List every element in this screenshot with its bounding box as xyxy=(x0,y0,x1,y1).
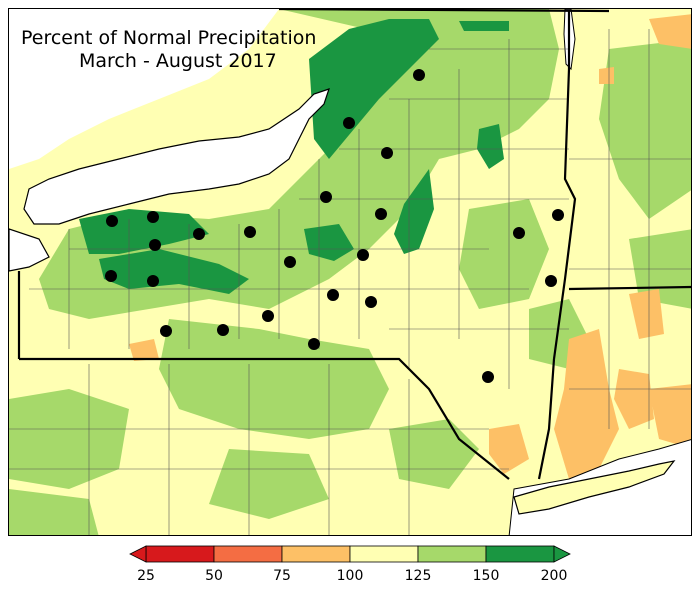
state-borders xyxy=(17,9,691,480)
station-dot xyxy=(105,270,117,282)
station-dot xyxy=(381,147,393,159)
legend-arrow-low xyxy=(129,545,147,563)
legend-tick-label: 100 xyxy=(337,568,364,584)
station-dot xyxy=(413,69,425,81)
zone-150-200 xyxy=(79,19,509,294)
station-dot xyxy=(320,191,332,203)
station-dot xyxy=(513,227,525,239)
legend-bin xyxy=(349,545,419,563)
zone-75-100 xyxy=(129,14,691,494)
station-dot xyxy=(262,310,274,322)
legend-tick-label: 200 xyxy=(541,568,568,584)
map-subtitle: March - August 2017 xyxy=(79,50,277,72)
station-dot xyxy=(482,371,494,383)
legend-bin xyxy=(213,545,283,563)
map-canvas xyxy=(9,9,691,535)
station-dot xyxy=(375,208,387,220)
legend-tick-label: 50 xyxy=(205,568,223,584)
station-dot xyxy=(343,117,355,129)
station-dot xyxy=(545,275,557,287)
color-legend: 25 50 75 100 125 150 200 xyxy=(129,545,571,584)
canada-region xyxy=(9,9,279,169)
legend-bin xyxy=(485,545,555,563)
legend-bin xyxy=(281,545,351,563)
legend-tick-label: 75 xyxy=(273,568,291,584)
station-dot xyxy=(193,228,205,240)
station-dots xyxy=(105,69,564,383)
legend-bins xyxy=(129,545,571,563)
legend-tick-labels: 25 50 75 100 125 150 200 xyxy=(137,568,567,584)
precipitation-map: Percent of Normal Precipitation March - … xyxy=(8,8,692,536)
legend-bin xyxy=(417,545,487,563)
legend-bin xyxy=(145,545,215,563)
county-lines xyxy=(9,29,691,535)
lake-ontario xyxy=(23,88,330,225)
station-dot xyxy=(147,275,159,287)
legend-arrow-high xyxy=(553,545,571,563)
station-dot xyxy=(244,226,256,238)
legend-tick-label: 125 xyxy=(405,568,432,584)
station-dot xyxy=(149,239,161,251)
map-title: Percent of Normal Precipitation xyxy=(21,27,317,49)
legend-tick-label: 150 xyxy=(473,568,500,584)
station-dot xyxy=(217,324,229,336)
station-dot xyxy=(106,215,118,227)
station-dot xyxy=(357,249,369,261)
station-dot xyxy=(365,296,377,308)
legend-tick-label: 25 xyxy=(137,568,155,584)
station-dot xyxy=(327,289,339,301)
lake-erie xyxy=(9,228,50,272)
station-dot xyxy=(160,325,172,337)
long-island xyxy=(513,460,676,515)
station-dot xyxy=(308,338,320,350)
station-dot xyxy=(147,211,159,223)
station-dot xyxy=(552,209,564,221)
station-dot xyxy=(284,256,296,268)
